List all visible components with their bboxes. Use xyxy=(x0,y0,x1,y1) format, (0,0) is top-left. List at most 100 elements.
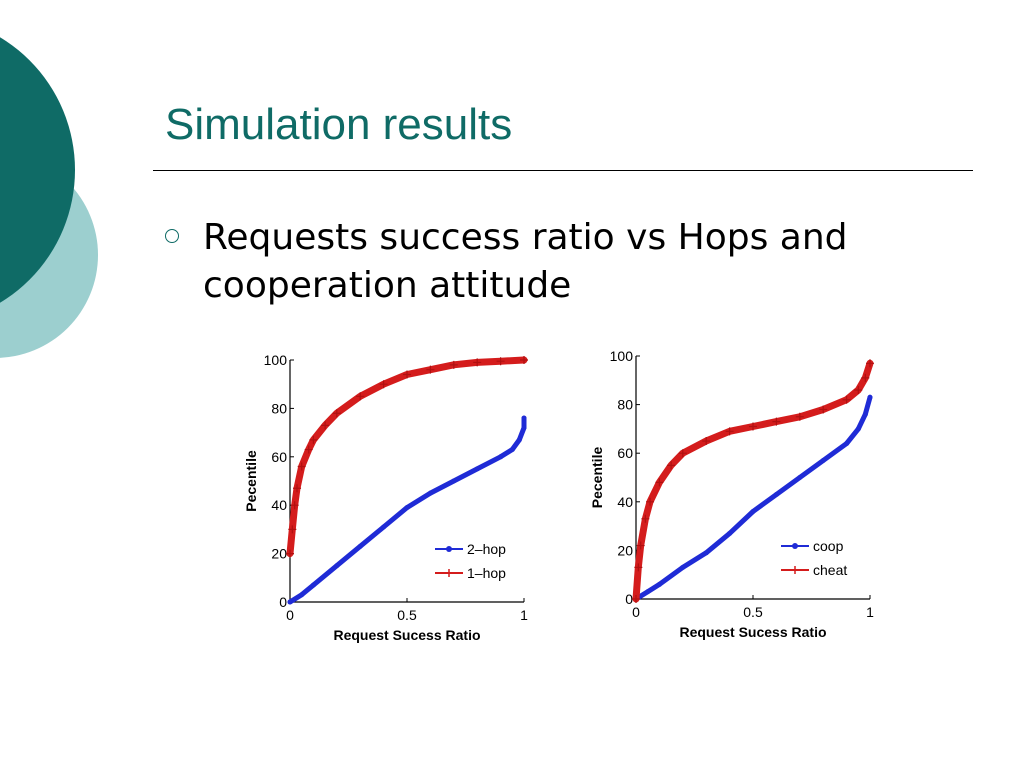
data-point xyxy=(866,359,874,368)
data-point xyxy=(867,394,873,400)
data-point xyxy=(293,484,302,493)
y-tick-label: 80 xyxy=(271,400,287,416)
y-tick-label: 20 xyxy=(271,546,287,562)
data-point xyxy=(749,422,757,431)
data-point xyxy=(287,599,293,605)
x-axis-label: Request Sucess Ratio xyxy=(679,624,826,640)
chart-cooperation: 0 20 40 60 80 100 0 0.5 1 Request Sucess Ratio Pec… xyxy=(589,348,874,640)
x-tick-label: 0 xyxy=(286,607,294,623)
data-point xyxy=(861,373,870,382)
dark-teal-circle xyxy=(0,37,75,303)
y-tick-label: 40 xyxy=(271,497,287,513)
data-point xyxy=(403,370,411,379)
x-tick-label: 0 xyxy=(632,604,640,620)
data-point xyxy=(356,392,365,401)
data-point xyxy=(678,449,687,458)
data-point xyxy=(772,417,781,426)
data-point xyxy=(854,386,863,395)
data-point xyxy=(286,549,294,558)
legend: coop cheat xyxy=(781,538,847,578)
y-tick-label: 60 xyxy=(271,449,287,465)
y-tick-label: 0 xyxy=(625,591,633,607)
legend-marker xyxy=(446,546,452,552)
data-point xyxy=(332,409,341,418)
x-tick-label: 1 xyxy=(520,607,528,623)
bullet-text: Requests success ratio vs Hops and coope… xyxy=(203,217,848,306)
data-point xyxy=(404,505,410,511)
slide-title: Simulation results xyxy=(165,100,513,149)
data-point xyxy=(820,457,826,463)
data-point xyxy=(334,563,340,569)
data-point xyxy=(427,490,433,496)
hollow-circle-bullet-icon xyxy=(165,229,179,243)
series-line xyxy=(286,356,528,558)
x-tick-label: 0.5 xyxy=(397,607,417,623)
data-point xyxy=(426,365,435,374)
data-point xyxy=(451,478,457,484)
data-point xyxy=(842,395,851,404)
data-point xyxy=(299,592,305,598)
data-point xyxy=(288,525,297,534)
series-line xyxy=(632,359,874,603)
data-point xyxy=(379,380,388,389)
y-axis-label: Pecentile xyxy=(243,450,259,512)
y-tick-label: 60 xyxy=(617,445,633,461)
y-tick-label: 80 xyxy=(617,397,633,413)
data-point xyxy=(632,595,640,603)
data-point xyxy=(290,501,299,510)
series-dot-0 xyxy=(633,394,873,602)
chart-hops: 0 20 40 60 80 100 0 0.5 1 Request Sucess Ratio Pec… xyxy=(243,352,528,643)
data-point xyxy=(773,492,779,498)
title-divider xyxy=(153,170,973,171)
data-point xyxy=(309,435,318,444)
legend: 2–hop 1–hop xyxy=(435,541,506,581)
legend-label: 1–hop xyxy=(467,565,506,581)
data-point xyxy=(797,475,803,480)
data-point xyxy=(645,589,651,595)
data-point xyxy=(304,445,313,454)
data-point xyxy=(655,478,664,487)
data-point xyxy=(795,412,804,421)
data-point xyxy=(321,421,330,430)
data-point xyxy=(725,427,734,436)
y-tick-label: 40 xyxy=(617,494,633,510)
y-tick-label: 100 xyxy=(610,348,634,364)
data-point xyxy=(667,461,676,470)
data-point xyxy=(819,405,828,414)
data-point xyxy=(381,524,387,530)
data-point xyxy=(449,360,458,369)
series-plus-1 xyxy=(632,359,874,603)
data-point xyxy=(496,357,505,366)
series-plus-1 xyxy=(286,356,528,558)
data-point xyxy=(862,411,868,417)
legend-label: coop xyxy=(813,538,844,554)
data-point xyxy=(750,509,756,515)
data-point xyxy=(656,581,662,587)
legend-label: 2–hop xyxy=(467,541,506,557)
x-tick-label: 0.5 xyxy=(743,604,763,620)
series-line xyxy=(633,394,873,602)
data-point xyxy=(498,454,504,460)
data-point xyxy=(727,530,733,536)
data-point xyxy=(521,425,527,431)
data-point xyxy=(297,462,306,471)
data-point xyxy=(844,440,850,446)
y-axis-label: Pecentile xyxy=(589,447,605,509)
data-point xyxy=(509,447,515,453)
data-point xyxy=(702,437,711,446)
data-point xyxy=(516,437,522,443)
y-tick-label: 0 xyxy=(279,594,287,610)
legend-label: cheat xyxy=(813,562,847,578)
data-point xyxy=(703,550,709,556)
data-point xyxy=(680,564,686,570)
data-point xyxy=(310,582,316,588)
data-point xyxy=(357,543,363,549)
data-point xyxy=(855,426,861,432)
legend-marker xyxy=(792,543,798,549)
x-tick-label: 1 xyxy=(866,604,874,620)
legend-marker xyxy=(445,569,453,577)
data-point xyxy=(474,466,480,472)
data-point xyxy=(636,541,645,550)
series-dot-0 xyxy=(287,415,527,605)
data-point xyxy=(641,514,650,523)
